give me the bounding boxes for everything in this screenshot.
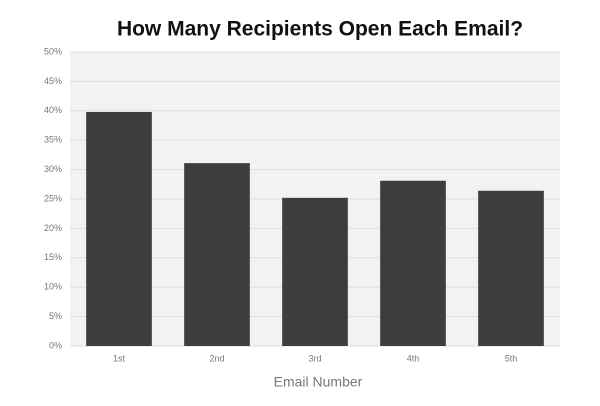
bar [184,163,250,346]
y-tick-label: 40% [44,105,62,115]
chart-title: How Many Recipients Open Each Email? [117,18,523,41]
x-tick-label: 1st [113,353,126,363]
bar [282,197,348,346]
bar [478,190,544,346]
x-tick-label: 4th [407,353,420,363]
x-axis-title: Email Number [274,374,363,390]
bar [380,180,446,346]
y-tick-label: 50% [44,46,62,56]
x-tick-label: 5th [505,353,518,363]
y-tick-label: 0% [49,340,62,350]
bar [86,111,152,346]
y-tick-label: 25% [44,193,62,203]
y-tick-label: 35% [44,135,62,145]
y-tick-label: 5% [49,311,62,321]
y-tick-label: 10% [44,282,62,292]
y-tick-label: 30% [44,164,62,174]
y-tick-label: 45% [44,76,62,86]
x-tick-label: 2nd [209,353,224,363]
x-tick-label: 3rd [308,353,321,363]
y-tick-label: 20% [44,223,62,233]
y-tick-label: 15% [44,252,62,262]
